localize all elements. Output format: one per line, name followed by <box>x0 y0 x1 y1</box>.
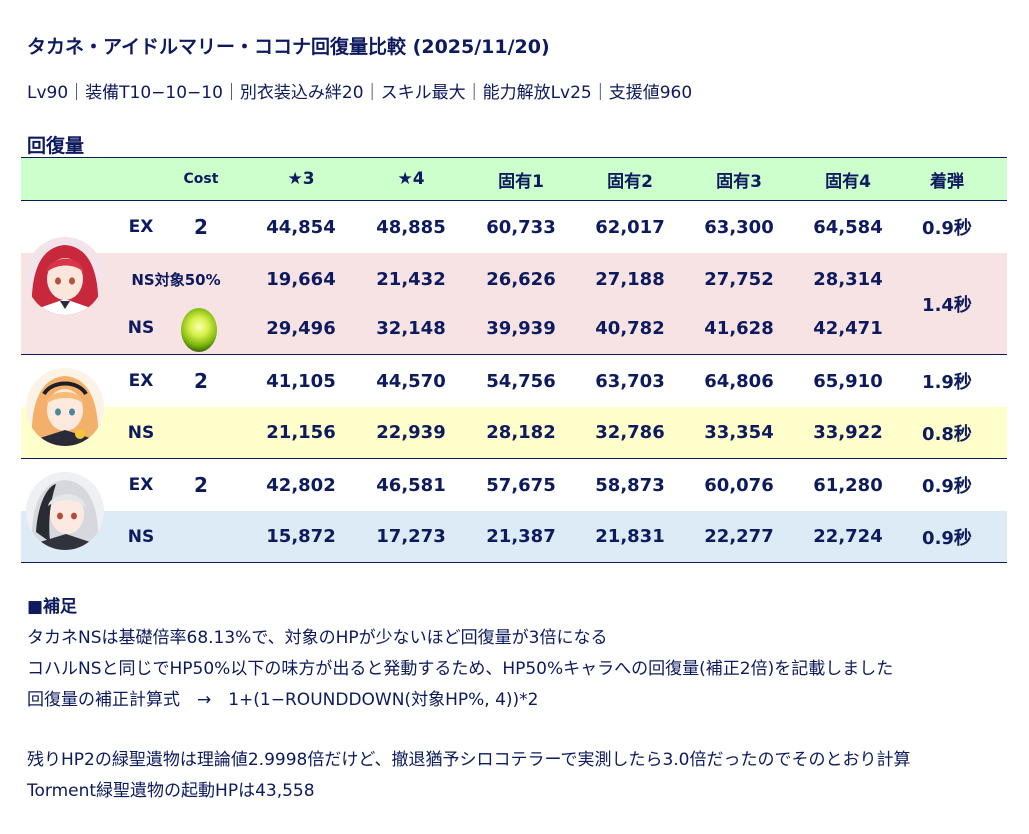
notes-spacer <box>27 716 911 745</box>
value-unique1: 54,756 <box>486 370 556 392</box>
value-star4: 21,432 <box>376 268 446 290</box>
takane-ns50-row: NS対象50% 19,664 21,432 26,626 27,188 27,7… <box>21 253 1007 305</box>
healing-table: Cost ★3 ★4 固有1 固有2 固有3 固有4 着弾 EX 2 <box>21 157 1007 563</box>
kokona-ns-row: NS 15,872 17,273 21,387 21,831 22,277 22… <box>21 511 1007 562</box>
row-label: EX <box>128 475 154 495</box>
value-unique1: 57,675 <box>486 474 556 496</box>
idol-marie-portrait-icon <box>26 368 104 446</box>
value-unique3: 27,752 <box>704 268 774 290</box>
takane-ns-row: NS 29,496 32,148 39,939 40,782 41,628 42… <box>21 302 1007 354</box>
notes-heading: ■補足 <box>27 597 78 617</box>
impact-value: 0.8秒 <box>922 423 972 445</box>
value-star3: 29,496 <box>266 317 336 339</box>
row-label: NS <box>127 526 155 547</box>
impact-value: 0.9秒 <box>922 218 972 239</box>
value-unique3: 33,354 <box>704 422 774 443</box>
value-unique4: 28,314 <box>813 268 883 290</box>
cost-value: 2 <box>194 369 208 393</box>
header-impact: 着弾 <box>930 171 964 192</box>
note-line: 残りHP2の緑聖遺物は理論値2.9998倍だけど、撤退猶予シロコテラーで実測した… <box>27 750 911 770</box>
takane-ex-row: EX 2 44,854 48,885 60,733 62,017 63,300 … <box>21 201 1007 253</box>
cost-value: 2 <box>194 215 208 239</box>
value-unique3: 60,076 <box>704 474 774 496</box>
row-label: EX <box>128 371 154 391</box>
value-unique4: 61,280 <box>813 474 883 496</box>
value-unique1: 21,387 <box>486 526 556 547</box>
conditions-line: Lv90｜装備T10−10−10｜別衣装込み絆20｜スキル最大｜能力解放Lv25… <box>27 83 693 103</box>
value-unique4: 33,922 <box>813 422 883 443</box>
takane-ns-impact: 1.4秒 <box>922 294 972 316</box>
idol-marie-ex-row: EX 2 41,105 44,570 54,756 63,703 64,806 … <box>21 355 1007 407</box>
value-star3: 15,872 <box>266 526 336 547</box>
value-unique3: 63,300 <box>704 216 774 238</box>
idol-marie-ns-row: NS 21,156 22,939 28,182 32,786 33,354 33… <box>21 407 1007 458</box>
impact-value: 0.9秒 <box>922 527 972 549</box>
value-star4: 32,148 <box>376 317 446 339</box>
impact-value: 1.9秒 <box>922 372 972 393</box>
page-title: タカネ・アイドルマリー・ココナ回復量比較 (2025/11/20) <box>27 36 550 58</box>
value-unique1: 39,939 <box>486 317 556 339</box>
header-unique2: 固有2 <box>607 171 653 192</box>
value-unique1: 60,733 <box>486 216 556 238</box>
note-line: Torment緑聖遺物の起動HPは43,558 <box>27 781 315 801</box>
section-heading: 回復量 <box>27 135 85 157</box>
takane-portrait-icon <box>26 237 104 315</box>
table-header: Cost ★3 ★4 固有1 固有2 固有3 固有4 着弾 <box>21 157 1007 201</box>
kokona-portrait-icon <box>26 472 104 550</box>
notes-section: ■補足 タカネNSは基礎倍率68.13%で、対象のHPが少ないほど回復量が3倍に… <box>27 592 911 807</box>
value-unique2: 63,703 <box>595 370 665 392</box>
value-unique3: 22,277 <box>704 526 774 547</box>
value-unique2: 40,782 <box>595 317 665 339</box>
value-star4: 44,570 <box>376 370 446 392</box>
value-unique2: 62,017 <box>595 216 665 238</box>
value-unique2: 58,873 <box>595 474 665 496</box>
note-line: コハルNSと同じでHP50%以下の味方が出ると発動するため、HP50%キャラへの… <box>27 659 894 679</box>
value-unique4: 42,471 <box>813 317 883 339</box>
row-label: NS対象50% <box>131 270 221 289</box>
value-star4: 46,581 <box>376 474 446 496</box>
header-star3: ★3 <box>287 169 315 189</box>
header-star4: ★4 <box>397 169 425 189</box>
kokona-group: EX 2 42,802 46,581 57,675 58,873 60,076 … <box>21 459 1007 563</box>
value-unique1: 28,182 <box>486 422 556 443</box>
value-star4: 17,273 <box>376 526 446 547</box>
header-unique4: 固有4 <box>825 171 871 192</box>
row-label: NS <box>127 318 155 338</box>
value-unique2: 27,188 <box>595 268 665 290</box>
idol-marie-group: EX 2 41,105 44,570 54,756 63,703 64,806 … <box>21 355 1007 459</box>
kokona-ex-row: EX 2 42,802 46,581 57,675 58,873 60,076 … <box>21 459 1007 511</box>
green-relic-icon <box>181 308 217 352</box>
kokona-ns-background <box>21 511 1007 562</box>
value-unique4: 64,584 <box>813 216 883 238</box>
idol-marie-ns-background <box>21 407 1007 458</box>
value-star3: 21,156 <box>266 422 336 443</box>
row-label: EX <box>128 217 154 237</box>
takane-group: EX 2 44,854 48,885 60,733 62,017 63,300 … <box>21 201 1007 355</box>
value-unique1: 26,626 <box>486 268 556 290</box>
value-star4: 48,885 <box>376 216 446 238</box>
header-unique1: 固有1 <box>498 171 544 192</box>
value-star4: 22,939 <box>376 422 446 443</box>
value-star3: 42,802 <box>266 474 336 496</box>
note-line: タカネNSは基礎倍率68.13%で、対象のHPが少ないほど回復量が3倍になる <box>27 628 608 648</box>
value-unique3: 41,628 <box>704 317 774 339</box>
impact-value: 0.9秒 <box>922 476 972 497</box>
row-label: NS <box>127 422 155 443</box>
value-unique4: 22,724 <box>813 526 883 547</box>
value-star3: 19,664 <box>266 268 336 290</box>
value-unique4: 65,910 <box>813 370 883 392</box>
value-star3: 44,854 <box>266 216 336 238</box>
value-unique2: 32,786 <box>595 422 665 443</box>
note-line: 回復量の補正計算式 → 1+(1−ROUNDDOWN(対象HP%, 4))*2 <box>27 690 539 710</box>
value-unique3: 64,806 <box>704 370 774 392</box>
value-unique2: 21,831 <box>595 526 665 547</box>
value-star3: 41,105 <box>266 370 336 392</box>
cost-value: 2 <box>194 473 208 497</box>
header-cost: Cost <box>183 171 219 187</box>
header-unique3: 固有3 <box>716 171 762 192</box>
